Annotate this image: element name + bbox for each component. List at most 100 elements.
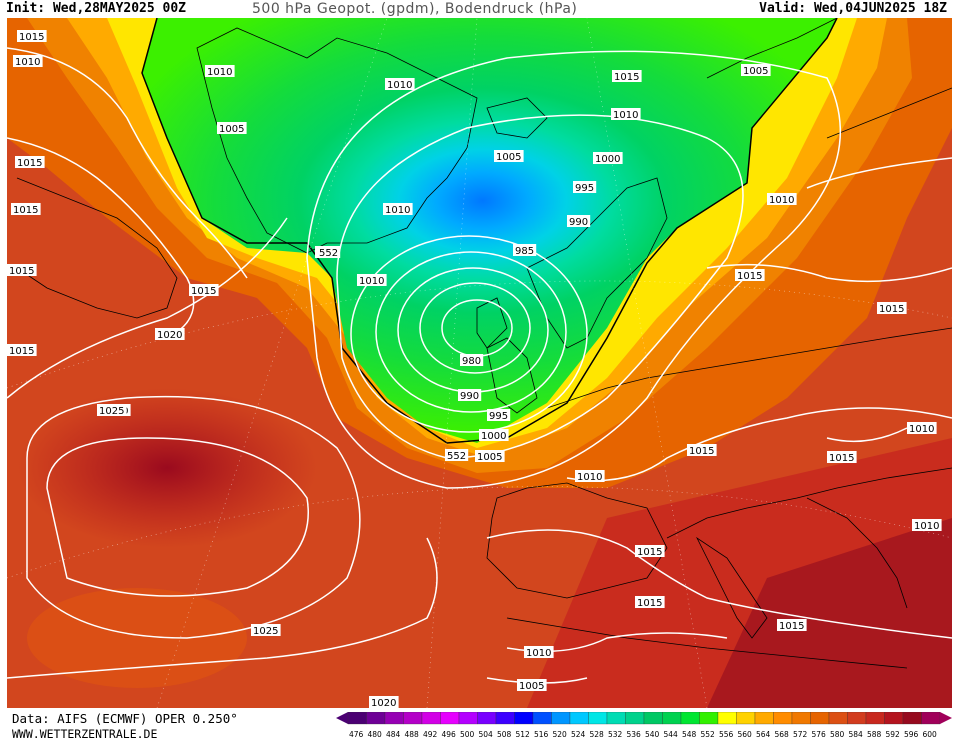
isobar-label-bg	[912, 519, 942, 531]
isobar-label-bg	[487, 409, 511, 421]
data-source-label: Data: AIFS (ECMWF) OPER 0.250°	[12, 711, 238, 726]
legend-swatch	[440, 712, 460, 725]
legend-tick-label: 492	[423, 730, 438, 739]
isobar-label: 1015	[779, 621, 804, 632]
isobar-label: 995	[489, 411, 508, 422]
isobar-label: 1010	[577, 472, 602, 483]
legend-swatch	[680, 712, 700, 725]
isobar-label-bg	[635, 596, 665, 608]
isobar-label-bg	[907, 422, 937, 434]
isobar-label-bg	[735, 269, 765, 281]
legend-tick-label: 592	[886, 730, 901, 739]
legend-swatch	[569, 712, 589, 725]
isobar-label-bg	[7, 264, 37, 276]
legend-swatch	[514, 712, 534, 725]
isobar-label-bg	[17, 30, 47, 42]
isobar-label-bg	[15, 156, 45, 168]
isobar-label-bg	[575, 470, 605, 482]
isobar-label: 1005	[219, 124, 244, 135]
legend-tick-label: 496	[442, 730, 457, 739]
legend-tick-label: 544	[664, 730, 679, 739]
isobar-label-bg	[741, 64, 771, 76]
isobar-label-bg	[251, 624, 281, 636]
isobar-label-bg	[385, 78, 415, 90]
isobar-label: 1010	[914, 521, 939, 532]
legend-tick-label: 516	[534, 730, 549, 739]
isobar-label: 1000	[481, 431, 506, 442]
legend-swatch	[884, 712, 904, 725]
isobar-label-bg	[479, 429, 509, 441]
isobar-label: 1010	[613, 110, 638, 121]
legend-swatch	[588, 712, 608, 725]
isobar-label: 1015	[737, 271, 762, 282]
legend-tick-label: 580	[830, 730, 845, 739]
isobar-label: 1015	[191, 286, 216, 297]
isobar-label-bg	[611, 108, 641, 120]
isobar-label-bg	[357, 274, 387, 286]
legend-tick-label: 536	[627, 730, 642, 739]
color-scale-legend: 476 480 484 488 492 496 500 504 508 512 516 520 524 5…	[336, 712, 952, 739]
legend-tick-label: 476	[349, 730, 364, 739]
legend-tick-label: 532	[608, 730, 623, 739]
isobar-label: 990	[569, 217, 588, 228]
isobar-label-bg	[445, 449, 469, 461]
isobar-label-bg	[877, 302, 907, 314]
isobar-label: 1010	[769, 195, 794, 206]
isobar-label: 1015	[637, 547, 662, 558]
legend-tick-label: 484	[386, 730, 401, 739]
footer-bar: Data: AIFS (ECMWF) OPER 0.250° WWW.WETTE…	[0, 708, 959, 741]
isobar-label-bg	[155, 328, 185, 340]
legend-tick-label: 576	[812, 730, 827, 739]
isobar-label: 1010	[207, 67, 232, 78]
legend-swatch	[421, 712, 441, 725]
header-bar: Init: Wed,28MAY2025 00Z 500 hPa Geopot. …	[0, 0, 959, 18]
isobar-label: 1005	[477, 452, 502, 463]
init-time-label: Init: Wed,28MAY2025 00Z	[6, 1, 187, 16]
isobar-label-bg	[517, 679, 547, 691]
contour-552	[141, 18, 838, 444]
isobar-label-bg	[97, 404, 127, 416]
isobar-label-bg	[205, 65, 235, 77]
isobar-label-bg	[317, 246, 341, 258]
legend-tick-label: 512	[516, 730, 531, 739]
legend-swatch	[810, 712, 830, 725]
legend-swatch	[606, 712, 626, 725]
legend-tick-label: 528	[590, 730, 605, 739]
isobar-label: 985	[515, 246, 534, 257]
legend-tick-label: 488	[405, 730, 420, 739]
legend-swatch	[773, 712, 793, 725]
isobar-label: 1020	[371, 698, 396, 708]
legend-swatch	[754, 712, 774, 725]
legend-tick-label: 500	[460, 730, 475, 739]
legend-swatch	[347, 712, 367, 725]
weather-map[interactable]: 1015 1010 1015 1020 1015 1015 1010 1005 1010 1015…	[7, 18, 952, 708]
legend-swatch	[717, 712, 737, 725]
isobar-label-bg	[11, 203, 41, 215]
legend-tick-label: 520	[553, 730, 568, 739]
isobar-label: 1015	[9, 266, 34, 277]
isobar-label: 1000	[595, 154, 620, 165]
legend-swatch	[643, 712, 663, 725]
legend-swatch	[865, 712, 885, 725]
legend-tick-label: 480	[368, 730, 383, 739]
legend-tick-label: 552	[701, 730, 716, 739]
isobar-labels: 1015 1010 1015 1020 1015 1015 1010 1005 1010 1015…	[7, 30, 942, 708]
isobar-label-bg	[369, 696, 399, 708]
legend-swatch	[902, 712, 922, 725]
isobar-label: 1005	[496, 152, 521, 163]
isobar-label: 552	[447, 451, 466, 462]
field-dark-red-se2	[707, 518, 952, 708]
isobar-label: 1015	[17, 158, 42, 169]
isobar-label: 1015	[614, 72, 639, 83]
legend-left-arrow	[336, 712, 348, 724]
legend-tick-label: 540	[645, 730, 660, 739]
legend-tick-label: 588	[867, 730, 882, 739]
legend-swatch	[662, 712, 682, 725]
isobar-label: 1010	[387, 80, 412, 91]
isobar-label: 980	[462, 356, 481, 367]
legend-swatch	[495, 712, 515, 725]
isobar-label: 1010	[526, 648, 551, 659]
legend-swatch	[532, 712, 552, 725]
legend-swatch	[921, 712, 941, 725]
isobar-label: 1015	[829, 453, 854, 464]
